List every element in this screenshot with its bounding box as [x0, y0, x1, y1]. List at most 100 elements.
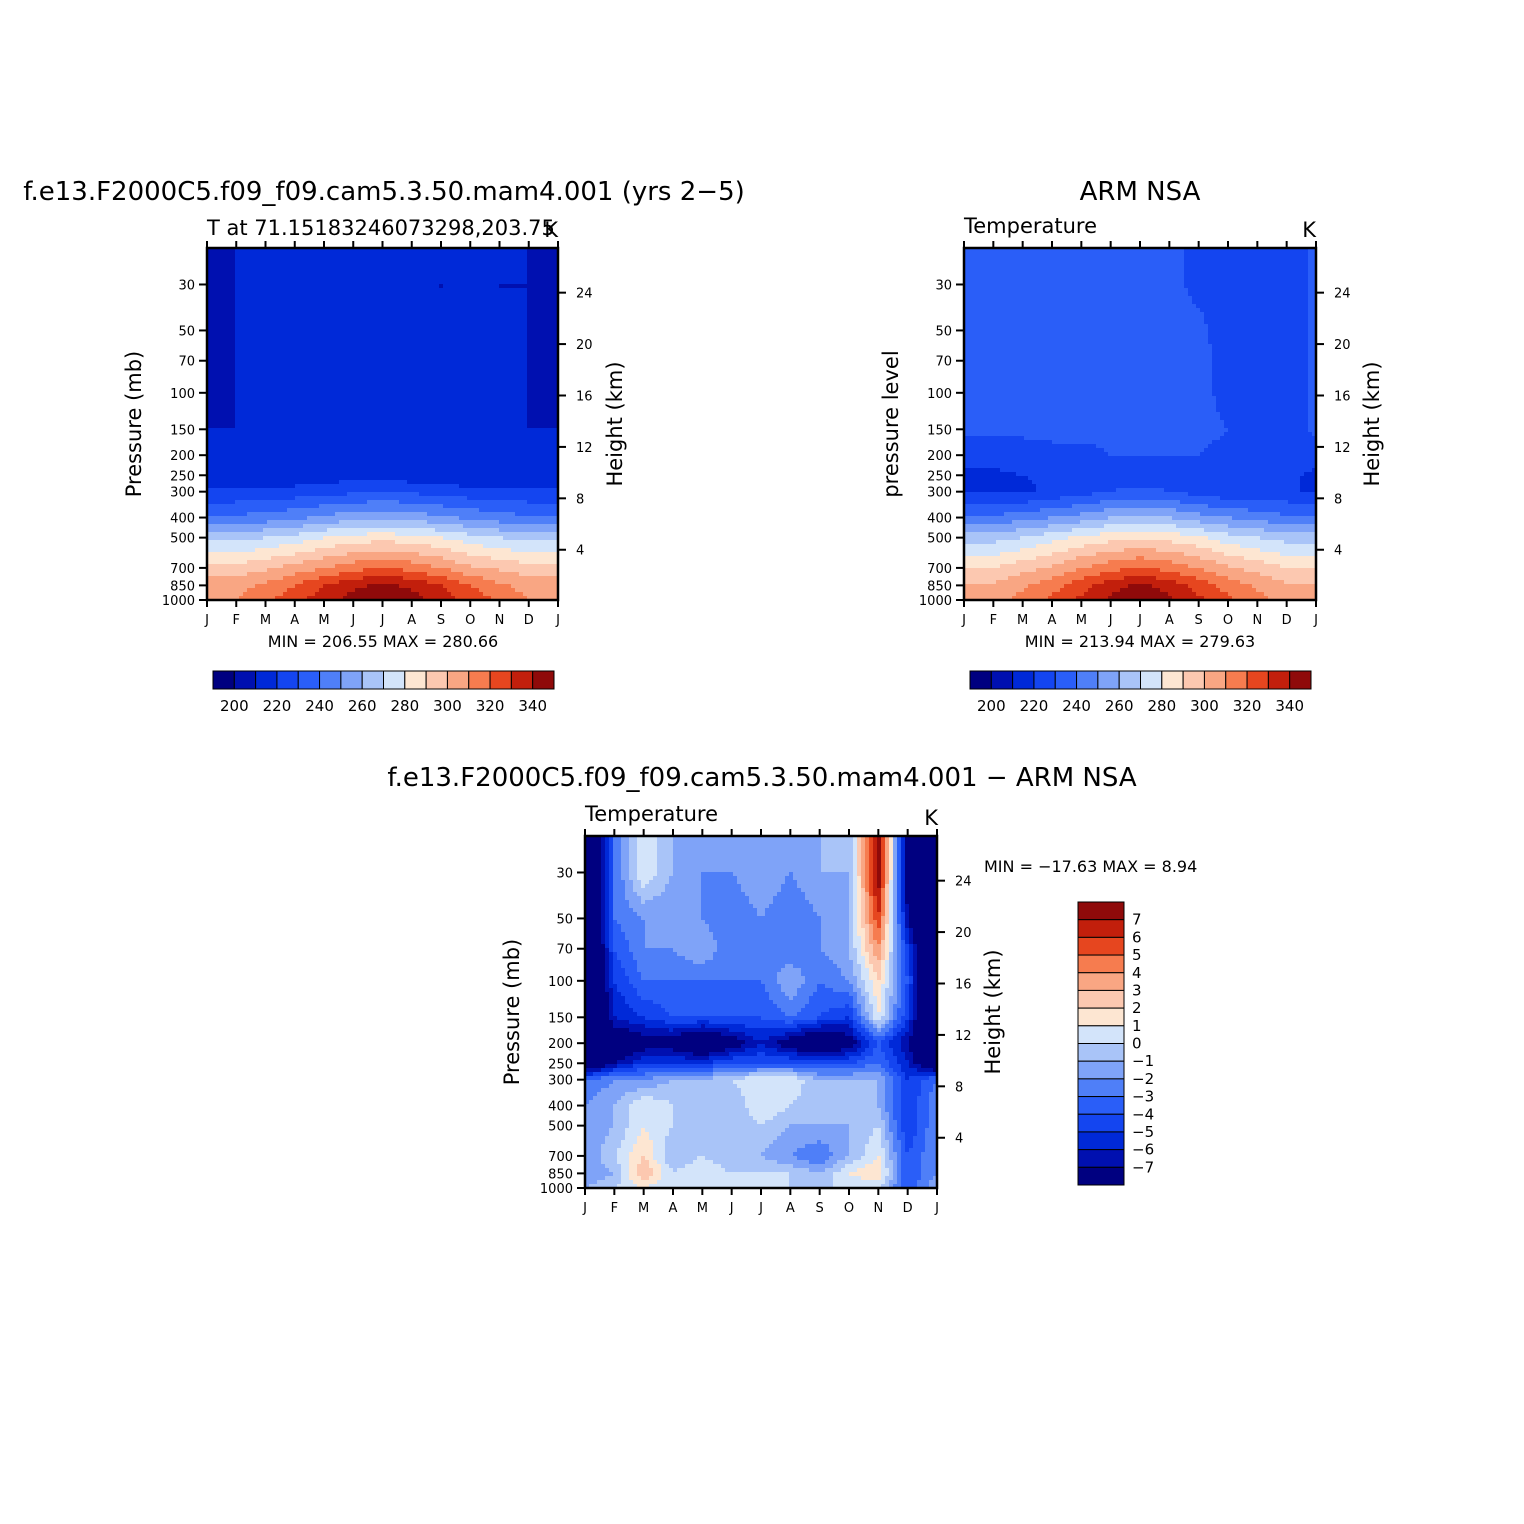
- contour-cell: [307, 400, 312, 405]
- contour-cell: [311, 320, 316, 325]
- contour-cell: [363, 292, 368, 297]
- contour-cell: [419, 268, 424, 273]
- contour-cell: [523, 272, 528, 277]
- contour-cell: [271, 340, 276, 345]
- contour-cell: [391, 348, 396, 353]
- contour-cell: [459, 372, 464, 377]
- contour-cell: [319, 452, 324, 457]
- contour-cell: [375, 400, 380, 405]
- contour-cell: [319, 304, 324, 309]
- contour-cell: [299, 264, 304, 269]
- contour-cell: [511, 356, 516, 361]
- contour-cell: [443, 436, 448, 441]
- contour-cell: [415, 324, 420, 329]
- contour-cell: [423, 468, 428, 473]
- contour-cell: [535, 316, 540, 321]
- contour-cell: [491, 364, 496, 369]
- contour-cell: [443, 328, 448, 333]
- contour-cell: [471, 360, 476, 365]
- contour-cell: [435, 284, 440, 289]
- contour-cell: [519, 300, 524, 305]
- contour-cell: [335, 296, 340, 301]
- contour-cell: [339, 432, 344, 437]
- contour-cell: [263, 328, 268, 333]
- contour-cell: [231, 460, 236, 465]
- contour-cell: [527, 260, 532, 265]
- contour-cell: [483, 296, 488, 301]
- contour-cell: [379, 388, 384, 393]
- contour-cell: [539, 384, 544, 389]
- contour-cell: [515, 388, 520, 393]
- contour-cell: [403, 308, 408, 313]
- contour-cell: [459, 272, 464, 277]
- contour-cell: [319, 252, 324, 257]
- contour-cell: [371, 320, 376, 325]
- contour-cell: [271, 352, 276, 357]
- contour-cell: [243, 268, 248, 273]
- contour-cell: [259, 308, 264, 313]
- contour-cell: [479, 396, 484, 401]
- contour-cell: [387, 304, 392, 309]
- contour-cell: [427, 368, 432, 373]
- contour-cell: [335, 448, 340, 453]
- contour-cell: [211, 256, 216, 261]
- contour-cell: [359, 440, 364, 445]
- contour-cell: [303, 272, 308, 277]
- contour-cell: [431, 300, 436, 305]
- panel1-title: f.e13.F2000C5.f09_f09.cam5.3.50.mam4.001…: [23, 177, 745, 207]
- contour-cell: [315, 472, 320, 477]
- contour-cell: [551, 388, 556, 393]
- contour-cell: [211, 408, 216, 413]
- contour-cell: [219, 324, 224, 329]
- contour-cell: [279, 332, 284, 337]
- contour-cell: [443, 432, 448, 437]
- contour-cell: [239, 304, 244, 309]
- contour-cell: [259, 296, 264, 301]
- contour-cell: [351, 248, 356, 253]
- contour-cell: [371, 380, 376, 385]
- contour-cell: [459, 344, 464, 349]
- contour-cell: [239, 264, 244, 269]
- contour-cell: [479, 276, 484, 281]
- contour-cell: [307, 348, 312, 353]
- contour-cell: [435, 352, 440, 357]
- contour-cell: [539, 464, 544, 469]
- contour-cell: [363, 436, 368, 441]
- contour-cell: [547, 296, 552, 301]
- contour-cell: [503, 392, 508, 397]
- contour-cell: [395, 356, 400, 361]
- contour-cell: [207, 276, 212, 281]
- contour-cell: [319, 292, 324, 297]
- contour-cell: [235, 372, 240, 377]
- contour-cell: [367, 256, 372, 261]
- contour-cell: [419, 324, 424, 329]
- contour-cell: [499, 324, 504, 329]
- contour-cell: [459, 336, 464, 341]
- contour-cell: [335, 308, 340, 313]
- contour-cell: [367, 320, 372, 325]
- contour-cell: [303, 260, 308, 265]
- contour-cell: [407, 432, 412, 437]
- contour-cell: [487, 392, 492, 397]
- contour-cell: [395, 264, 400, 269]
- contour-cell: [375, 344, 380, 349]
- contour-cell: [483, 264, 488, 269]
- contour-cell: [287, 268, 292, 273]
- contour-cell: [351, 336, 356, 341]
- contour-cell: [235, 356, 240, 361]
- contour-cell: [211, 460, 216, 465]
- contour-cell: [343, 320, 348, 325]
- contour-cell: [491, 400, 496, 405]
- contour-cell: [295, 292, 300, 297]
- contour-cell: [391, 288, 396, 293]
- contour-cell: [371, 408, 376, 413]
- contour-cell: [531, 432, 536, 437]
- contour-cell: [215, 368, 220, 373]
- contour-cell: [267, 400, 272, 405]
- contour-cell: [239, 372, 244, 377]
- contour-cell: [327, 460, 332, 465]
- contour-cell: [527, 412, 532, 417]
- contour-cell: [331, 300, 336, 305]
- contour-cell: [307, 468, 312, 473]
- contour-cell: [207, 264, 212, 269]
